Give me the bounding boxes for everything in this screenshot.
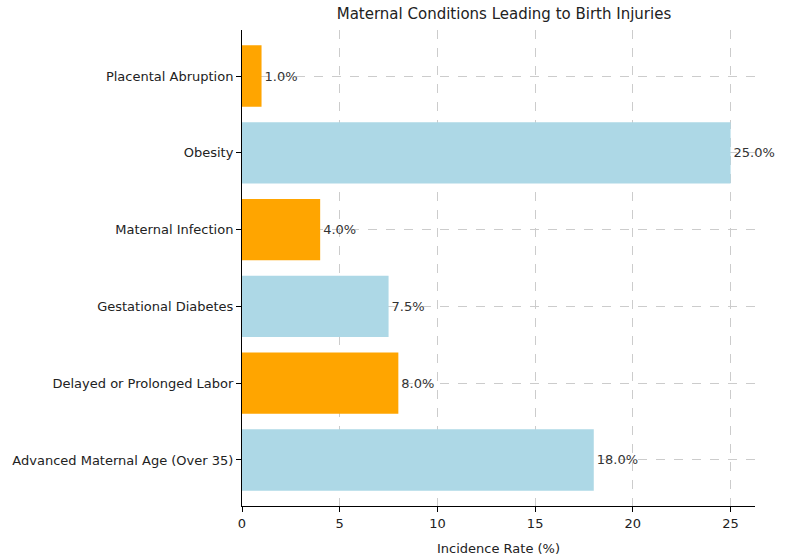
svg-text:10: 10	[429, 516, 446, 531]
svg-text:Obesity: Obesity	[184, 145, 234, 160]
svg-text:1.0%: 1.0%	[265, 69, 298, 84]
svg-text:5: 5	[336, 516, 344, 531]
svg-text:20: 20	[625, 516, 642, 531]
svg-text:4.0%: 4.0%	[323, 222, 356, 237]
svg-text:8.0%: 8.0%	[401, 376, 434, 391]
svg-text:Placental Abruption: Placental Abruption	[106, 69, 234, 84]
svg-text:Advanced Maternal Age (Over 35: Advanced Maternal Age (Over 35)	[12, 452, 233, 467]
svg-text:Delayed or Prolonged Labor: Delayed or Prolonged Labor	[52, 376, 234, 391]
svg-text:Incidence Rate (%): Incidence Rate (%)	[437, 541, 560, 556]
svg-text:Maternal Conditions Leading to: Maternal Conditions Leading to Birth Inj…	[337, 5, 672, 23]
svg-text:0: 0	[238, 516, 246, 531]
svg-text:15: 15	[527, 516, 544, 531]
svg-text:Maternal Infection: Maternal Infection	[115, 222, 233, 237]
svg-text:Gestational Diabetes: Gestational Diabetes	[97, 299, 233, 314]
svg-text:7.5%: 7.5%	[392, 299, 425, 314]
svg-text:25: 25	[722, 516, 739, 531]
svg-text:25.0%: 25.0%	[734, 145, 775, 160]
svg-text:18.0%: 18.0%	[597, 452, 638, 467]
